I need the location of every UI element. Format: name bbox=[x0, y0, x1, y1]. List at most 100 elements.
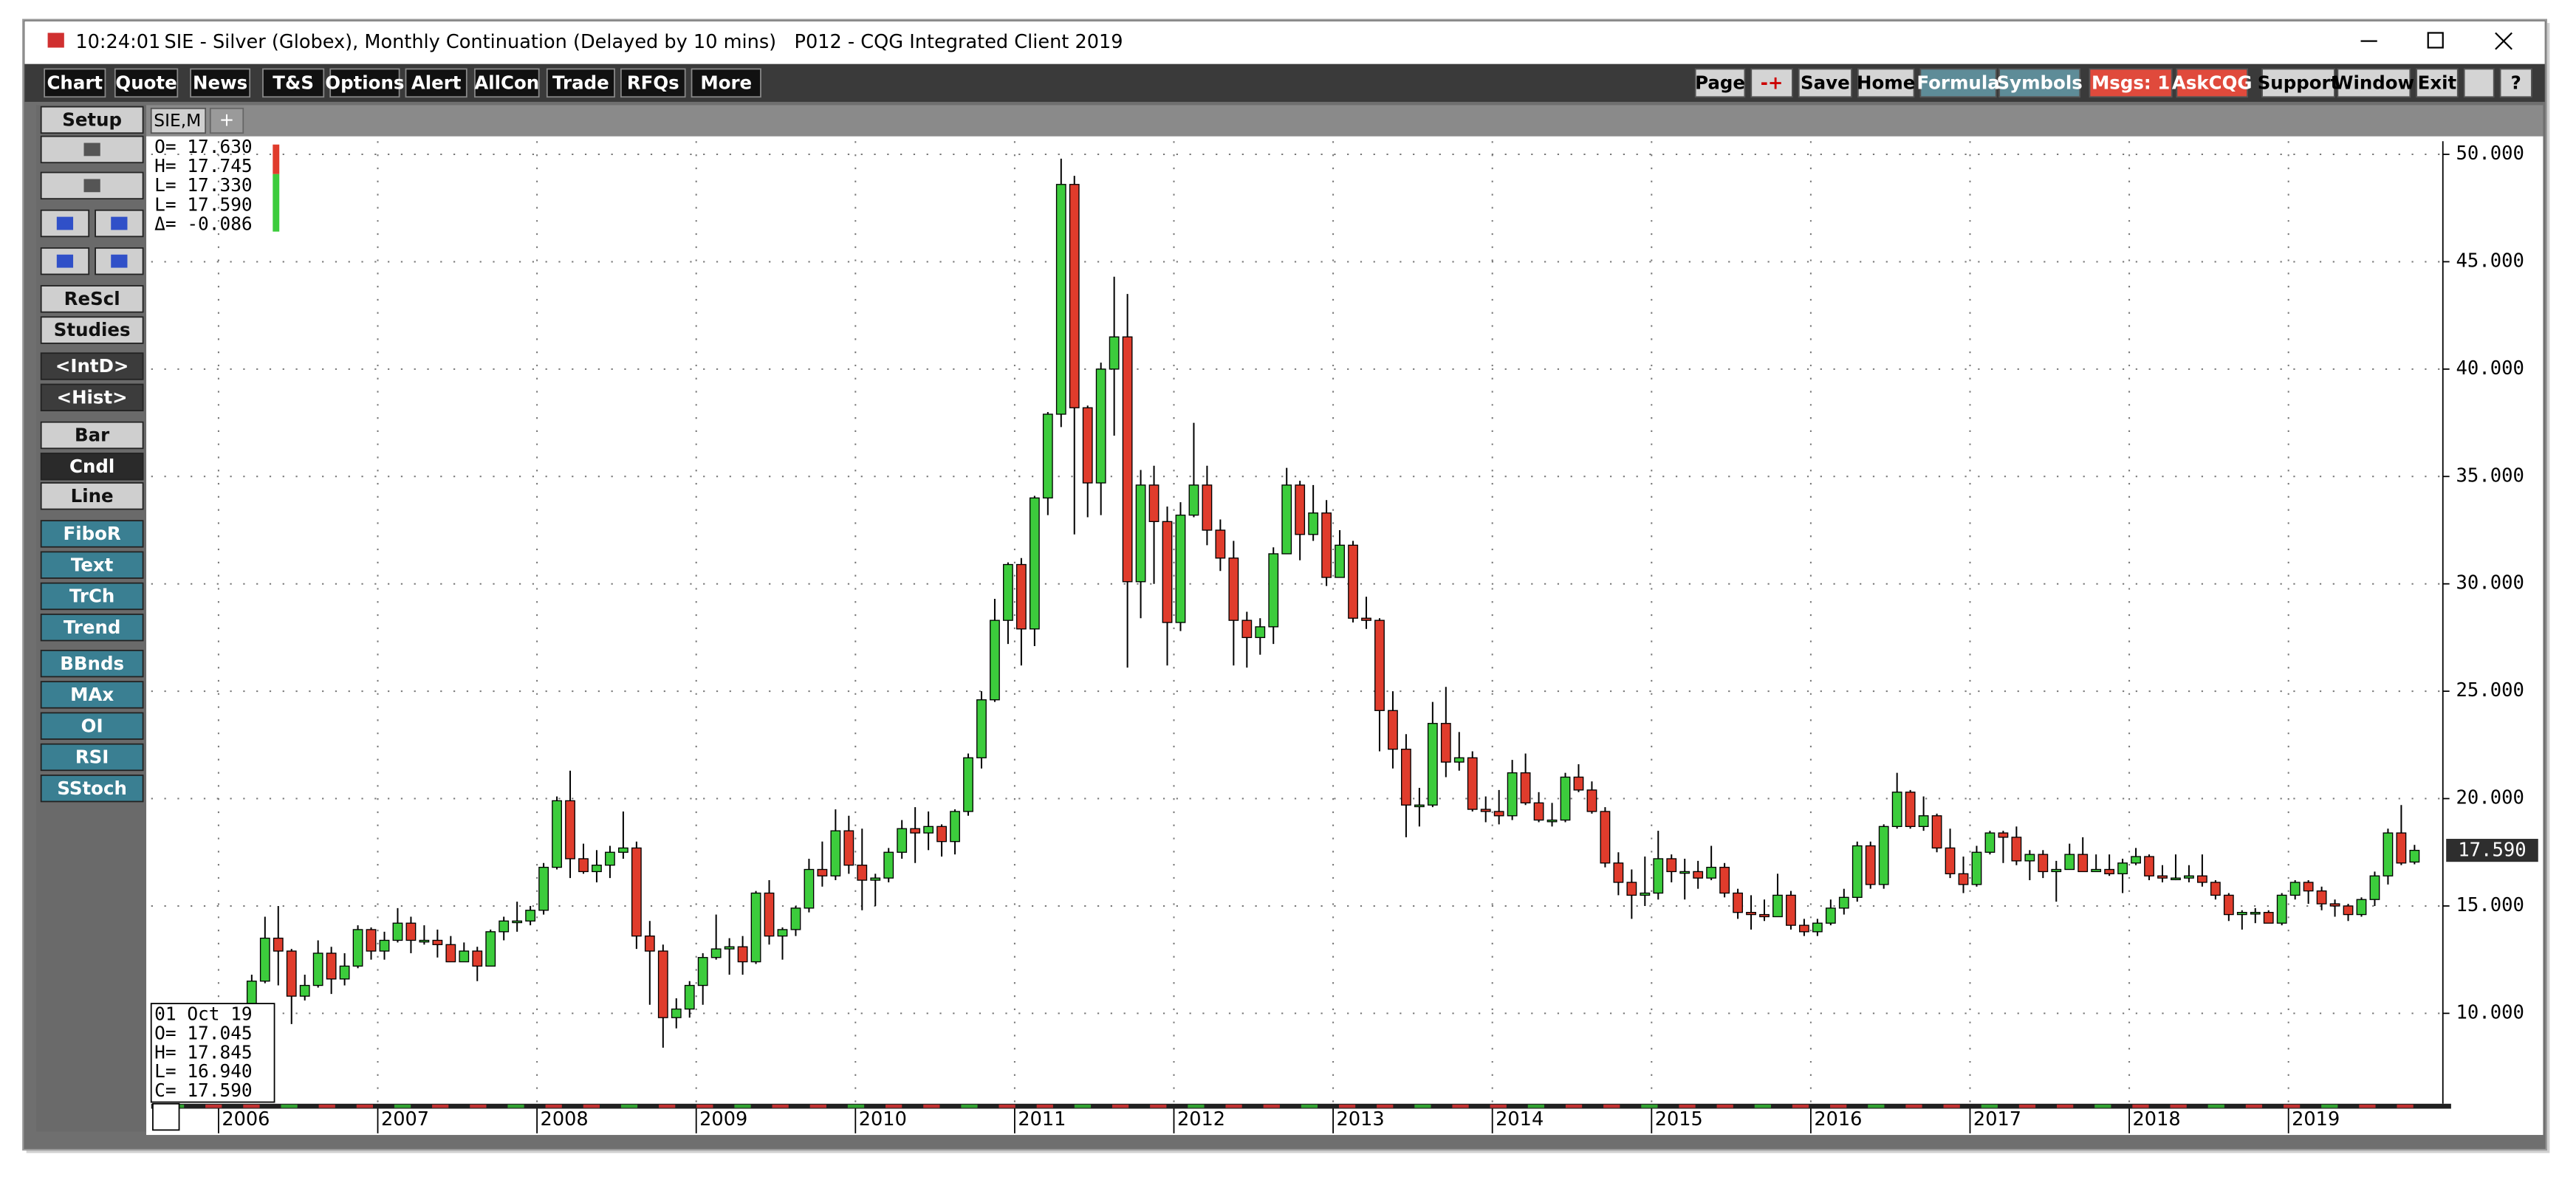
menu-button[interactable] bbox=[262, 68, 325, 98]
time-strip-dash bbox=[923, 1104, 940, 1108]
time-strip-dash bbox=[1716, 1104, 1733, 1108]
side-label: SStoch bbox=[57, 778, 127, 799]
candle-body bbox=[1799, 924, 1809, 933]
candle-body bbox=[1640, 892, 1651, 896]
toolbar-label: Save bbox=[1801, 72, 1850, 93]
candle-body bbox=[259, 937, 270, 982]
tab-add[interactable] bbox=[209, 107, 244, 134]
side-button[interactable] bbox=[40, 106, 144, 134]
side-button[interactable] bbox=[40, 421, 144, 450]
time-strip-dash bbox=[620, 1104, 638, 1108]
toolbar-button[interactable] bbox=[2499, 68, 2532, 98]
side-button[interactable] bbox=[40, 520, 144, 548]
candle-body bbox=[1467, 757, 1478, 810]
menu-button[interactable] bbox=[190, 68, 251, 98]
side-button[interactable] bbox=[40, 316, 144, 344]
menu-button[interactable] bbox=[546, 68, 615, 98]
toolbar-button[interactable] bbox=[2416, 68, 2459, 98]
time-strip-dash bbox=[432, 1104, 449, 1108]
toolbar-label: Exit bbox=[2418, 72, 2457, 93]
candle-body bbox=[910, 828, 921, 834]
menu-button[interactable] bbox=[44, 68, 106, 98]
menu-button[interactable] bbox=[620, 68, 686, 98]
candle-body bbox=[1335, 544, 1345, 578]
candle-body bbox=[2104, 868, 2115, 874]
time-strip-dash bbox=[2245, 1104, 2263, 1108]
candle-body bbox=[2316, 890, 2327, 905]
candle-body bbox=[512, 920, 523, 924]
toolbar-button[interactable] bbox=[2261, 68, 2335, 98]
candle-body bbox=[2356, 899, 2367, 916]
candle-body bbox=[1042, 414, 1053, 499]
side-button[interactable] bbox=[40, 649, 144, 678]
candle-body bbox=[1931, 815, 1942, 849]
menu-button[interactable] bbox=[114, 68, 179, 98]
candle-body bbox=[1706, 866, 1717, 879]
x-tick-label: 2009 bbox=[699, 1108, 747, 1130]
side-button[interactable] bbox=[40, 712, 144, 740]
toolbar-button[interactable] bbox=[1857, 68, 1915, 98]
side-button[interactable] bbox=[40, 352, 144, 380]
toolbar-button[interactable] bbox=[2089, 68, 2173, 98]
icon-glyph bbox=[56, 254, 74, 268]
time-strip-dash bbox=[1150, 1104, 1167, 1108]
side-button[interactable] bbox=[40, 614, 144, 642]
menu-button[interactable] bbox=[474, 68, 540, 98]
side-button[interactable] bbox=[40, 743, 144, 772]
side-label: <Hist> bbox=[57, 386, 128, 408]
menu-label: AllCon bbox=[474, 72, 539, 93]
candle-body bbox=[883, 851, 894, 879]
side-button[interactable] bbox=[40, 775, 144, 803]
candle-body bbox=[432, 939, 443, 945]
clock: 10:24:01 bbox=[75, 31, 160, 53]
menu-button[interactable] bbox=[405, 68, 467, 98]
time-strip-dash bbox=[1679, 1104, 1696, 1108]
time-strip-dash bbox=[734, 1104, 751, 1108]
toolbar-button[interactable] bbox=[1998, 68, 2081, 98]
side-button[interactable] bbox=[40, 681, 144, 709]
candle-body bbox=[804, 868, 815, 909]
menu-label: Trade bbox=[552, 72, 609, 93]
maximize[interactable] bbox=[2427, 32, 2444, 49]
candle-body bbox=[1493, 811, 1504, 817]
candle-body bbox=[1281, 484, 1292, 555]
candle-body bbox=[286, 950, 297, 997]
icon-glyph bbox=[111, 216, 128, 230]
menu-button[interactable] bbox=[329, 68, 400, 98]
candle-body bbox=[445, 944, 456, 963]
corner-box[interactable] bbox=[152, 1102, 180, 1131]
toolbar-button[interactable] bbox=[1798, 68, 1852, 98]
icon-button[interactable] bbox=[95, 209, 144, 238]
toolbar-button[interactable] bbox=[1919, 68, 1997, 98]
candle-body bbox=[2223, 894, 2234, 916]
toolbar-button[interactable] bbox=[2337, 68, 2411, 98]
side-label: Cndl bbox=[69, 456, 114, 477]
menu-label: News bbox=[193, 72, 247, 93]
time-strip-dash bbox=[2057, 1104, 2074, 1108]
menu-button[interactable] bbox=[691, 68, 761, 98]
chart-area bbox=[146, 136, 2544, 1136]
candle-body bbox=[2329, 903, 2340, 907]
candle-body bbox=[644, 935, 655, 952]
time-strip-dash bbox=[1263, 1104, 1280, 1108]
candle-body bbox=[1268, 553, 1279, 628]
time-strip-dash bbox=[583, 1104, 600, 1108]
side-button[interactable] bbox=[40, 582, 144, 611]
side-button[interactable] bbox=[40, 285, 144, 313]
restore-button[interactable] bbox=[2463, 68, 2495, 98]
toolbar-button[interactable] bbox=[2176, 68, 2248, 98]
tab[interactable] bbox=[150, 107, 207, 134]
y-tick-label: 40.000 bbox=[2456, 357, 2524, 380]
side-button[interactable] bbox=[40, 482, 144, 510]
toolbar-button[interactable] bbox=[1750, 68, 1793, 98]
candle-body bbox=[1175, 514, 1186, 623]
side-button[interactable] bbox=[40, 383, 144, 411]
close[interactable] bbox=[2495, 32, 2512, 50]
side-button[interactable] bbox=[40, 551, 144, 579]
side-button[interactable] bbox=[40, 453, 144, 481]
toolbar-button[interactable] bbox=[1694, 68, 1746, 98]
side-label: ReScl bbox=[64, 288, 120, 309]
time-strip-dash bbox=[2094, 1104, 2111, 1108]
tab-add-label: + bbox=[219, 109, 235, 130]
candle-body bbox=[1228, 557, 1239, 621]
